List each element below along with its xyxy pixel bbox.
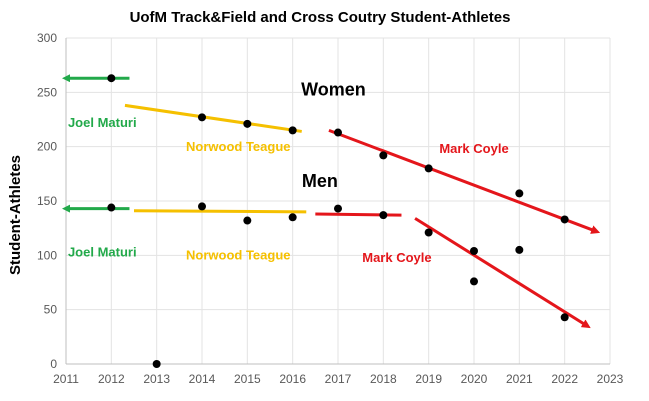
x-tick-label: 2017 xyxy=(325,372,352,386)
data-point xyxy=(288,213,297,222)
data-point xyxy=(515,189,524,198)
data-point xyxy=(424,164,433,173)
data-point xyxy=(470,246,478,255)
x-tick-label: 2013 xyxy=(143,372,170,386)
trend-line xyxy=(328,128,601,234)
data-points xyxy=(107,74,569,368)
trend-line xyxy=(133,209,307,214)
data-point xyxy=(243,216,252,225)
x-tick-label: 2012 xyxy=(98,372,125,386)
annotation-label: Mark Coyle xyxy=(439,141,508,156)
trend-lines xyxy=(62,74,601,329)
data-point xyxy=(379,151,388,160)
trend-line xyxy=(315,212,402,217)
y-tick-labels: 0 50 100 150 200 250 300 xyxy=(37,31,57,371)
data-point xyxy=(198,202,206,211)
annotation-label: Mark Coyle xyxy=(362,250,431,265)
trend-line xyxy=(414,217,591,329)
data-point xyxy=(334,128,342,137)
x-tick-label: 2015 xyxy=(234,372,261,386)
annotation-label: Norwood Teague xyxy=(186,139,290,154)
x-tick-label: 2018 xyxy=(370,372,397,386)
trend-line xyxy=(124,103,302,133)
annotations: Women Men Joel Maturi Joel Maturi Norwood Te… xyxy=(68,80,509,265)
x-tick-label: 2016 xyxy=(279,372,306,386)
data-point xyxy=(288,126,297,135)
y-tick-label: 50 xyxy=(44,303,58,317)
x-tick-label: 2020 xyxy=(461,372,488,386)
data-point xyxy=(515,245,524,254)
x-tick-label: 2023 xyxy=(597,372,624,386)
x-tick-label: 2019 xyxy=(415,372,442,386)
annotation-label: Joel Maturi xyxy=(68,244,137,259)
data-point xyxy=(379,211,388,220)
grid xyxy=(65,37,611,365)
y-tick-label: 200 xyxy=(37,140,57,154)
x-tick-labels: 2011 2012 2013 2014 2015 2016 2017 2018 2019 2020… xyxy=(53,372,624,386)
y-axis-label: Student-Athletes xyxy=(7,155,24,275)
x-tick-label: 2022 xyxy=(551,372,578,386)
x-tick-label: 2011 xyxy=(53,372,79,386)
data-point xyxy=(560,215,569,224)
annotation-label: Men xyxy=(302,171,338,191)
data-point xyxy=(334,204,342,213)
chart-title: UofM Track&Field and Cross Coutry Studen… xyxy=(130,9,511,26)
data-point xyxy=(152,360,161,368)
y-tick-label: 150 xyxy=(37,194,57,208)
annotation-label: Norwood Teague xyxy=(186,248,290,263)
x-tick-label: 2014 xyxy=(189,372,216,386)
y-tick-label: 100 xyxy=(37,248,57,262)
annotation-label: Joel Maturi xyxy=(68,115,137,130)
data-point xyxy=(107,74,116,83)
data-point xyxy=(424,228,433,237)
x-tick-label: 2021 xyxy=(506,372,533,386)
data-point xyxy=(560,313,569,322)
data-point xyxy=(470,277,478,286)
annotation-label: Women xyxy=(301,80,366,100)
y-tick-label: 250 xyxy=(37,85,57,99)
y-tick-label: 300 xyxy=(37,31,57,45)
data-point xyxy=(198,113,206,122)
data-point xyxy=(107,203,116,212)
y-tick-label: 0 xyxy=(50,357,57,371)
data-point xyxy=(243,119,252,128)
